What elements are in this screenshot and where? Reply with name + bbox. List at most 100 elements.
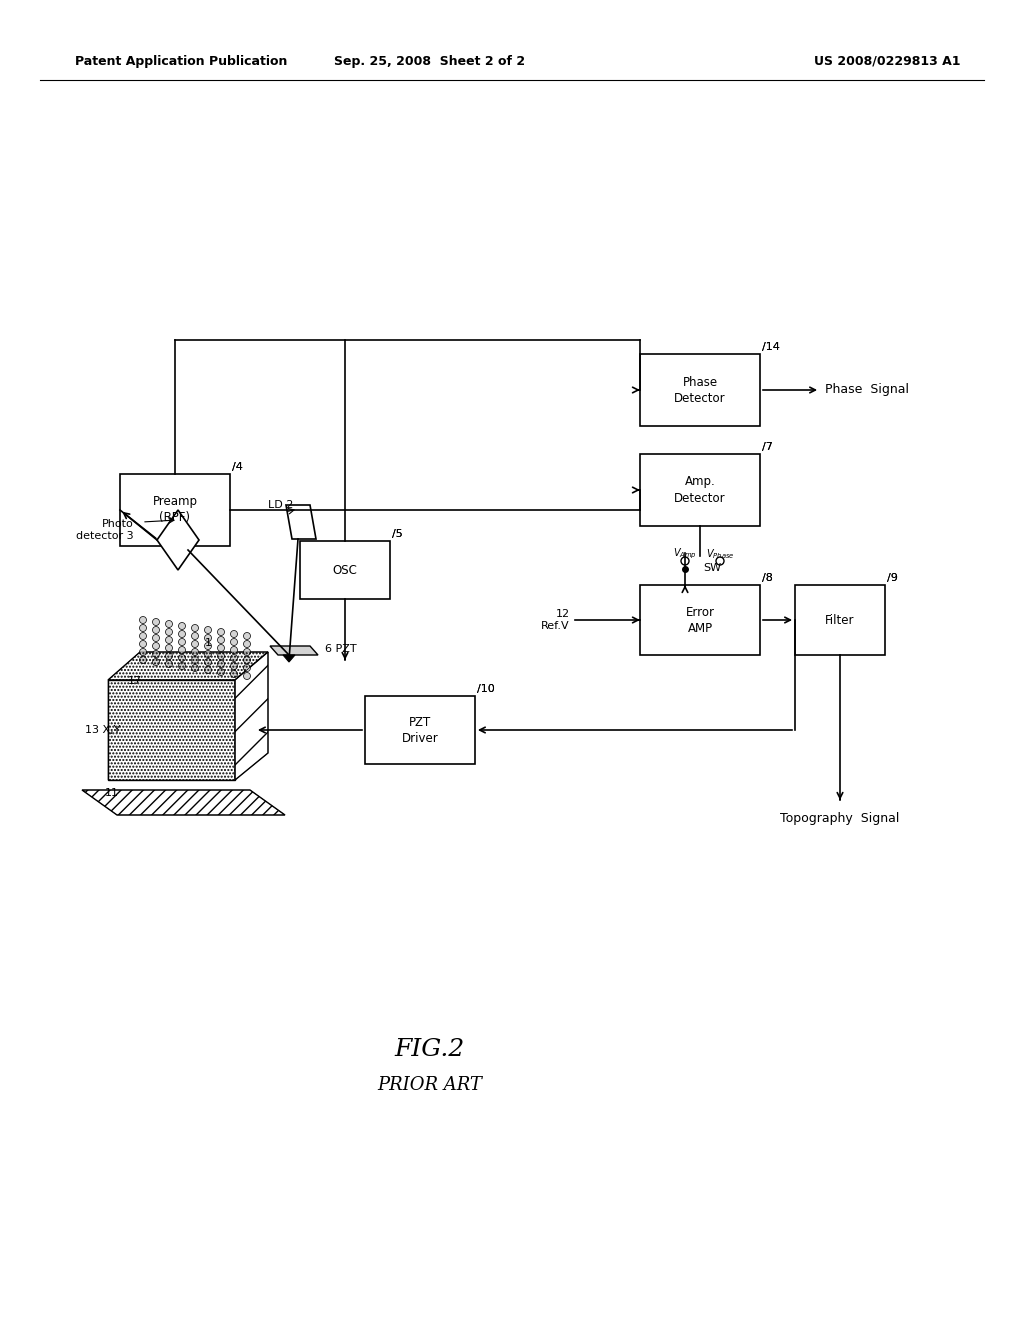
Circle shape (244, 656, 251, 664)
Circle shape (230, 655, 238, 661)
Circle shape (166, 636, 172, 644)
Text: Topography  Signal: Topography Signal (780, 812, 900, 825)
Circle shape (153, 659, 160, 665)
Text: US 2008/0229813 A1: US 2008/0229813 A1 (813, 55, 961, 69)
Circle shape (191, 648, 199, 656)
Circle shape (230, 663, 238, 669)
Polygon shape (82, 789, 285, 814)
Circle shape (139, 640, 146, 648)
Circle shape (139, 616, 146, 623)
Circle shape (205, 635, 212, 642)
Text: Amp.
Detector: Amp. Detector (674, 475, 726, 504)
Polygon shape (270, 645, 318, 655)
Bar (120, 474, 230, 546)
Text: Preamp
(BPF): Preamp (BPF) (153, 495, 198, 524)
Text: Photo
detector 3: Photo detector 3 (77, 519, 134, 541)
Text: 17: 17 (128, 676, 142, 686)
Text: 11: 11 (105, 788, 119, 799)
Circle shape (217, 652, 224, 660)
Text: /5: /5 (392, 529, 402, 539)
Text: Patent Application Publication: Patent Application Publication (75, 55, 288, 69)
Circle shape (205, 627, 212, 634)
Circle shape (153, 651, 160, 657)
Circle shape (217, 644, 224, 652)
Circle shape (153, 627, 160, 634)
Circle shape (139, 656, 146, 664)
Text: Phase
Detector: Phase Detector (674, 375, 726, 404)
Circle shape (230, 671, 238, 677)
Text: $V_{Phase}$: $V_{Phase}$ (706, 546, 734, 561)
Circle shape (153, 643, 160, 649)
Circle shape (191, 632, 199, 639)
Circle shape (178, 631, 185, 638)
Circle shape (139, 632, 146, 639)
Text: /9: /9 (887, 573, 898, 583)
Circle shape (230, 639, 238, 645)
Circle shape (244, 648, 251, 656)
Text: SW: SW (703, 564, 721, 573)
Bar (640, 585, 760, 655)
Text: /14: /14 (762, 342, 780, 352)
Circle shape (153, 619, 160, 626)
Text: /9: /9 (887, 573, 898, 583)
Circle shape (166, 644, 172, 652)
Circle shape (205, 651, 212, 657)
Circle shape (191, 664, 199, 672)
Circle shape (153, 635, 160, 642)
Polygon shape (157, 510, 199, 570)
Circle shape (217, 628, 224, 635)
Text: /5: /5 (392, 529, 402, 539)
Circle shape (244, 640, 251, 648)
Circle shape (217, 660, 224, 668)
Circle shape (205, 643, 212, 649)
Text: Sep. 25, 2008  Sheet 2 of 2: Sep. 25, 2008 Sheet 2 of 2 (335, 55, 525, 69)
Text: /8: /8 (762, 573, 773, 583)
Circle shape (139, 648, 146, 656)
Circle shape (205, 659, 212, 665)
Text: /7: /7 (762, 442, 773, 451)
Circle shape (191, 640, 199, 648)
Polygon shape (283, 655, 295, 663)
Circle shape (166, 652, 172, 660)
Text: 12
Ref.V: 12 Ref.V (542, 610, 570, 631)
Text: /10: /10 (477, 684, 495, 694)
Circle shape (139, 624, 146, 631)
Text: LD 2: LD 2 (268, 500, 293, 510)
Text: 1: 1 (205, 638, 212, 648)
Text: /14: /14 (762, 342, 780, 352)
Polygon shape (286, 506, 316, 539)
Circle shape (191, 656, 199, 664)
Circle shape (716, 557, 724, 565)
Text: Error
AMP: Error AMP (685, 606, 715, 635)
Circle shape (244, 672, 251, 680)
Circle shape (205, 667, 212, 673)
Text: OSC: OSC (333, 564, 357, 577)
Text: /7: /7 (762, 442, 773, 451)
Bar (640, 354, 760, 426)
Text: PZT
Driver: PZT Driver (401, 715, 438, 744)
Circle shape (217, 636, 224, 644)
Circle shape (178, 639, 185, 645)
Circle shape (166, 628, 172, 635)
Text: $V_{Amp}$: $V_{Amp}$ (673, 546, 697, 561)
Polygon shape (108, 652, 268, 680)
Text: Phase  Signal: Phase Signal (825, 384, 909, 396)
Bar (795, 585, 885, 655)
Text: FIG.2: FIG.2 (395, 1039, 465, 1061)
Polygon shape (108, 680, 234, 780)
Circle shape (178, 655, 185, 661)
Circle shape (230, 631, 238, 638)
Circle shape (217, 668, 224, 676)
Text: /4: /4 (232, 462, 243, 473)
Circle shape (178, 647, 185, 653)
Circle shape (166, 660, 172, 668)
Text: /10: /10 (477, 684, 495, 694)
Bar (365, 696, 475, 764)
Text: 6 PZT: 6 PZT (325, 644, 356, 653)
Circle shape (244, 664, 251, 672)
Circle shape (244, 632, 251, 639)
Circle shape (178, 663, 185, 669)
Circle shape (178, 623, 185, 630)
Circle shape (191, 624, 199, 631)
Polygon shape (234, 652, 268, 780)
